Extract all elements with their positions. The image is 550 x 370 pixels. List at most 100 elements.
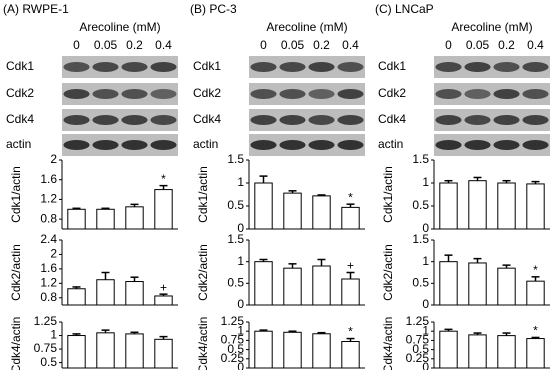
blot-band <box>63 62 90 72</box>
y-tick-label: 0.25 <box>221 351 245 365</box>
y-tick-label: 1.25 <box>221 314 245 328</box>
y-tick-label: 0.5 <box>227 276 244 290</box>
blot-band <box>150 89 177 99</box>
y-tick-label: 0.5 <box>227 342 244 356</box>
significance-marker: * <box>533 324 538 338</box>
bar <box>312 333 331 369</box>
y-tick-label: 0 <box>237 221 244 235</box>
y-tick-label: 1.5 <box>227 232 244 246</box>
y-tick-label: 0.75 <box>406 333 430 347</box>
concentration-label: 0.4 <box>342 38 359 52</box>
blot-band <box>63 140 90 150</box>
blot-band <box>464 62 491 72</box>
blot-background <box>249 109 365 131</box>
concentration-label: 0.05 <box>94 38 118 52</box>
y-tick-label: 0 <box>422 360 429 370</box>
concentration-label: 0 <box>260 38 267 52</box>
concentration-label: 0.05 <box>466 38 490 52</box>
blot-band <box>279 62 306 72</box>
blot-band <box>308 115 335 125</box>
blot-band <box>150 115 177 125</box>
blot-band <box>92 62 119 72</box>
blot-band <box>464 140 491 150</box>
blot-band <box>121 140 148 150</box>
bar <box>526 338 545 369</box>
bar <box>497 182 516 230</box>
y-axis-label: Cdk4/actin <box>381 317 395 370</box>
bar <box>125 333 144 369</box>
blot-band <box>435 89 462 99</box>
y-tick-label: 0.8 <box>40 211 57 225</box>
concentration-label: 0.2 <box>126 38 143 52</box>
y-tick-label: 0 <box>237 297 244 311</box>
y-tick-label: 1 <box>237 323 244 337</box>
bar <box>254 261 273 306</box>
bar <box>125 206 144 230</box>
y-tick-label: 0 <box>422 297 429 311</box>
y-tick-label: 1 <box>50 328 57 342</box>
significance-marker: * <box>161 172 166 186</box>
bar <box>341 341 360 369</box>
y-tick-label: 1.5 <box>227 152 244 166</box>
blot-label: actin <box>378 137 403 151</box>
bar <box>312 195 331 230</box>
concentration-label: 0 <box>445 38 452 52</box>
y-tick-label: 1 <box>422 323 429 337</box>
blot-label: Cdk1 <box>378 59 406 73</box>
y-tick-label: 0.5 <box>412 342 429 356</box>
blot-band <box>279 89 306 99</box>
y-axis-label: Cdk2/actin <box>196 244 210 301</box>
y-tick-label: 1.6 <box>40 172 57 186</box>
y-tick-label: 0.25 <box>406 351 430 365</box>
y-tick-label: 0.5 <box>412 276 429 290</box>
bar <box>154 295 173 306</box>
blot-band <box>337 89 364 99</box>
bar <box>283 192 302 230</box>
blot-band <box>250 62 277 72</box>
blot-band <box>121 62 148 72</box>
blot-background <box>62 83 178 105</box>
blot-band <box>279 140 306 150</box>
y-tick-label: 1.25 <box>34 314 58 328</box>
bar <box>283 267 302 306</box>
blot-band <box>250 115 277 125</box>
bar <box>312 265 331 306</box>
blot-band <box>435 115 462 125</box>
significance-marker: + <box>347 259 354 273</box>
blot-background <box>249 83 365 105</box>
y-tick-label: 1 <box>237 254 244 268</box>
concentration-label: 0.2 <box>313 38 330 52</box>
blot-label: Cdk1 <box>193 59 221 73</box>
blot-background <box>249 56 365 78</box>
blot-band <box>522 115 549 125</box>
blot-background <box>434 83 550 105</box>
bar <box>497 335 516 369</box>
concentration-label: 0.2 <box>498 38 515 52</box>
bar <box>341 278 360 306</box>
bar <box>254 182 273 230</box>
blot-band <box>522 89 549 99</box>
blot-background <box>62 109 178 131</box>
bar <box>468 334 487 369</box>
blot-band <box>464 115 491 125</box>
blot-band <box>150 140 177 150</box>
blot-band <box>63 89 90 99</box>
bar <box>67 208 86 230</box>
bar <box>125 281 144 306</box>
y-axis-label: Cdk1/actin <box>381 166 395 223</box>
bar <box>283 331 302 369</box>
bar <box>96 208 115 230</box>
bar <box>67 335 86 369</box>
y-tick-label: 0.8 <box>40 290 57 304</box>
blot-band <box>337 62 364 72</box>
panel-title: (A) RWPE-1 <box>3 2 69 16</box>
blot-band <box>522 140 549 150</box>
blot-label: Cdk4 <box>6 112 34 126</box>
y-tick-label: 0.5 <box>227 198 244 212</box>
blot-band <box>337 140 364 150</box>
bar <box>254 330 273 369</box>
y-tick-label: 0 <box>422 221 429 235</box>
bar <box>67 288 86 306</box>
bar <box>154 338 173 369</box>
significance-marker: * <box>348 190 353 204</box>
